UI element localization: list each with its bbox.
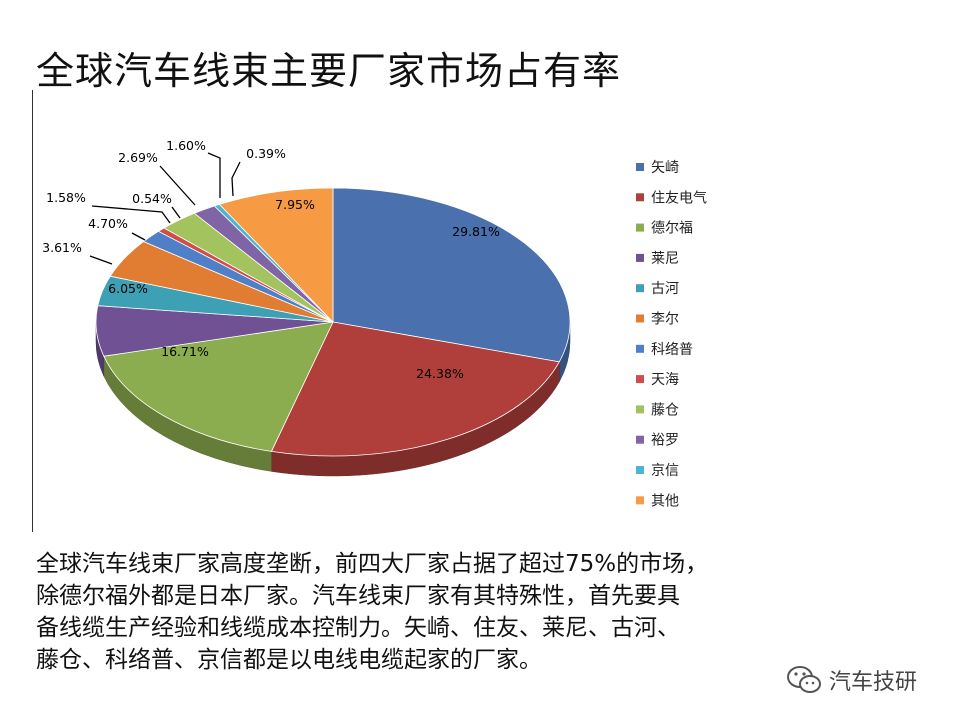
legend-swatch-1 xyxy=(636,193,644,202)
legend-swatch-8 xyxy=(636,405,644,414)
leader-line-9 xyxy=(207,152,221,198)
legend-swatch-6 xyxy=(636,344,644,353)
legend-label-0: 矢崎 xyxy=(651,160,679,176)
legend-label-9: 裕罗 xyxy=(651,433,679,449)
page-title: 全球汽车线束主要厂家市场占有率 xyxy=(36,49,622,93)
pie-chart: 29.81% 24.38% 16.71% 6.05% 3.61% 4.70%1.58% 0.… xyxy=(42,138,707,509)
legend-label-6: 科络普 xyxy=(651,342,693,358)
data-label-1: 24.38% xyxy=(416,366,464,381)
data-label-2: 16.71% xyxy=(161,344,209,359)
data-label-0: 29.81% xyxy=(452,224,500,239)
pie-slice-11 xyxy=(218,187,334,323)
pie-data-labels: 29.81% 24.38% 16.71% 6.05% 3.61% 4.70%1.58% 0.… xyxy=(42,138,500,381)
description-line-2: 除德尔福外都是日本厂家。汽车线束厂家有其特殊性，首先要具 xyxy=(36,583,680,609)
data-label-3: 6.05% xyxy=(108,281,148,296)
legend-swatch-0 xyxy=(636,163,644,171)
pie-slice-2 xyxy=(103,321,334,452)
leader-line-10 xyxy=(231,161,241,197)
leader-line-5 xyxy=(131,232,146,241)
watermark-text: 汽车技研 xyxy=(829,670,918,695)
legend-label-8: 藤仓 xyxy=(651,402,679,418)
leader-line-7 xyxy=(171,206,181,219)
divider-line xyxy=(32,90,33,532)
data-label-6: 1.58% xyxy=(46,190,86,205)
data-label-7: 0.54% xyxy=(132,191,172,206)
legend-swatch-4 xyxy=(636,284,644,293)
legend-label-7: 天海 xyxy=(651,372,679,388)
data-label-4: 3.61% xyxy=(42,240,82,255)
watermark: 汽车技研 xyxy=(785,660,917,700)
legend-swatch-7 xyxy=(636,375,644,384)
pie-slices xyxy=(95,187,571,457)
data-label-11: 7.95% xyxy=(275,197,315,212)
data-label-10: 0.39% xyxy=(246,146,286,161)
leader-line-8 xyxy=(159,165,196,206)
leader-line-6 xyxy=(91,205,171,224)
leader-line-4 xyxy=(89,255,113,265)
description-line-1: 全球汽车线束厂家高度垄断，前四大厂家占据了超过75%的市场， xyxy=(36,551,709,577)
data-label-9: 1.60% xyxy=(166,138,206,153)
legend-swatch-3 xyxy=(636,253,644,262)
legend-label-5: 李尔 xyxy=(651,312,679,328)
legend-swatch-9 xyxy=(636,435,644,444)
legend-swatch-2 xyxy=(636,223,644,232)
legend-label-2: 德尔福 xyxy=(651,221,693,237)
legend-label-10: 京信 xyxy=(651,463,679,479)
data-label-8: 2.69% xyxy=(118,150,158,165)
wechat-icon xyxy=(787,666,821,693)
legend-label-1: 住友电气 xyxy=(651,190,707,206)
pie-slice-0 xyxy=(332,187,571,363)
legend-label-11: 其他 xyxy=(651,493,679,509)
legend-label-3: 莱尼 xyxy=(651,251,679,267)
description-line-3: 备线缆生产经验和线缆成本控制力。矢崎、住友、莱尼、古河、 xyxy=(36,615,680,641)
legend-swatch-10 xyxy=(636,466,644,474)
legend-swatch-5 xyxy=(636,314,644,323)
data-label-5: 4.70% xyxy=(88,216,128,231)
description-text: 全球汽车线束厂家高度垄断，前四大厂家占据了超过75%的市场， 除德尔福外都是日本… xyxy=(36,548,916,676)
pie-slice-1 xyxy=(270,321,560,457)
legend-label-4: 古河 xyxy=(651,281,679,297)
legend-swatch-11 xyxy=(636,496,644,505)
description-line-4: 藤仓、科络普、京信都是以电线电缆起家的厂家。 xyxy=(36,647,542,673)
